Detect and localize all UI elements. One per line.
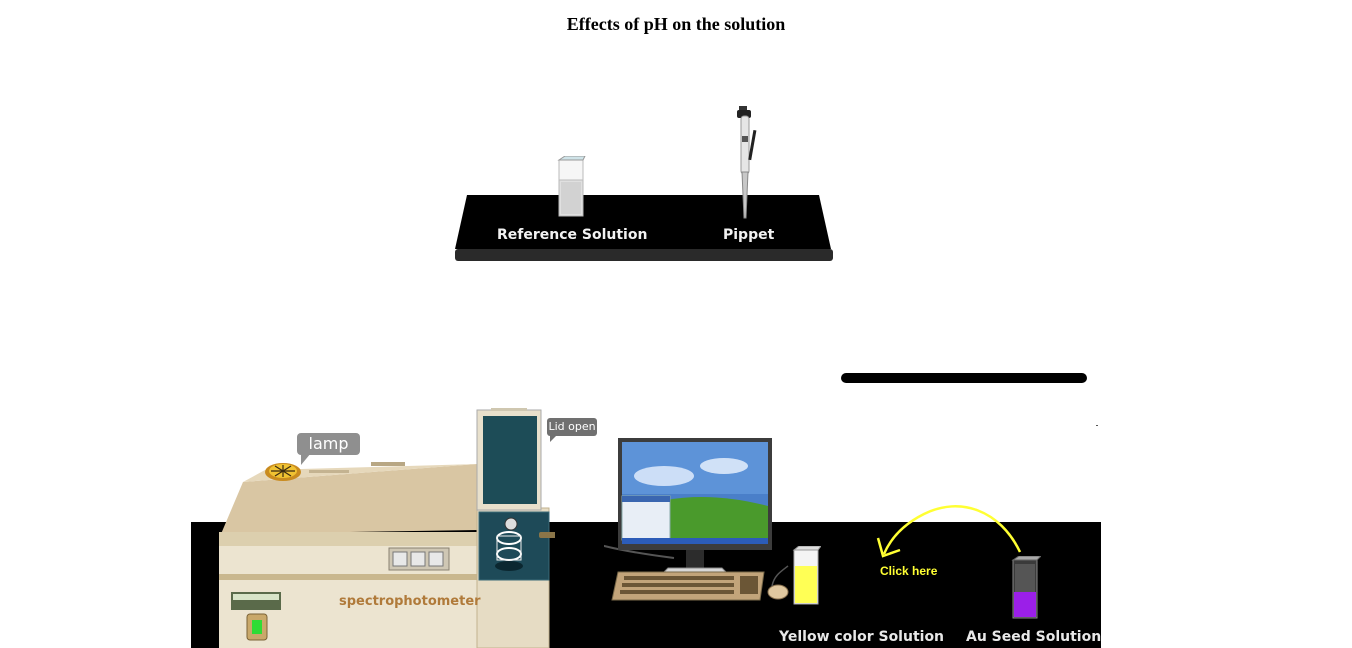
lamp-callout: lamp: [297, 433, 360, 465]
spectrophotometer-label: spectrophotometer: [339, 594, 481, 609]
spectrophotometer[interactable]: [215, 408, 555, 648]
reference-cuvette[interactable]: [555, 156, 587, 218]
yellow-solution-label: Yellow color Solution: [779, 629, 945, 645]
pipette[interactable]: [733, 106, 761, 222]
reference-solution-label: Reference Solution: [497, 227, 648, 243]
upper-shelf: [455, 195, 833, 261]
pipette-label: Pippet: [723, 227, 775, 243]
marker-dot: [1096, 425, 1098, 426]
click-hint-arrow: [876, 505, 1022, 558]
au-seed-solution-label: Au Seed Solution: [966, 629, 1102, 645]
click-here-link[interactable]: Click here: [880, 564, 938, 578]
lid-open-callout[interactable]: Lid open: [547, 418, 597, 442]
side-shelf: [841, 373, 1087, 383]
page-title: Effects of pH on the solution: [566, 14, 786, 34]
au-seed-solution-cuvette[interactable]: [1009, 556, 1041, 620]
yellow-solution-cuvette[interactable]: [791, 546, 821, 606]
computer[interactable]: [604, 436, 804, 606]
